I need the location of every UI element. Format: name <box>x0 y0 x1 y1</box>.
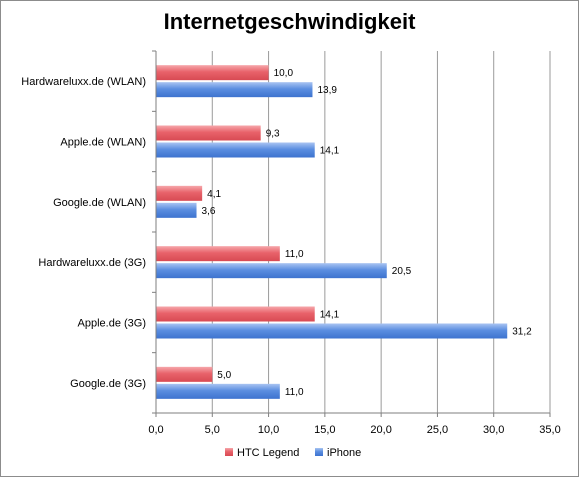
x-tick-label-6: 30,0 <box>483 424 504 436</box>
data-label-htc-legend-apple-de-wlan: 9,3 <box>266 129 280 140</box>
bar-htc-legend-apple-de-3g <box>156 306 315 322</box>
axes <box>152 50 551 417</box>
data-label-iphone-apple-de-3g: 31,2 <box>512 327 532 338</box>
bar-iphone-google-de-wlan <box>156 202 197 218</box>
bar-htc-legend-google-de-wlan <box>156 185 203 201</box>
bar-iphone-hardwareluxx-de-3g <box>156 263 387 279</box>
legend: HTC Legend iPhone <box>225 447 361 459</box>
data-label-htc-legend-apple-de-3g: 14,1 <box>320 310 340 321</box>
data-label-iphone-hardwareluxx-de-wlan: 13,9 <box>317 85 337 96</box>
data-label-iphone-hardwareluxx-de-3g: 20,5 <box>392 266 412 277</box>
data-label-iphone-google-de-wlan: 3,6 <box>202 206 216 217</box>
legend-swatch-iphone <box>315 448 323 456</box>
category-label-apple-de-wlan: Apple.de (WLAN) <box>60 137 146 149</box>
data-label-iphone-google-de-3g: 11,0 <box>285 387 304 398</box>
bar-htc-legend-hardwareluxx-de-wlan <box>156 65 269 81</box>
bar-iphone-apple-de-wlan <box>156 142 315 158</box>
labels: 0,0 5,0 10,0 15,0 20,0 25,0 30,0 35,0 Hardwarelu… <box>21 68 560 436</box>
gridlines <box>211 51 551 413</box>
bar-htc-legend-apple-de-wlan <box>156 125 261 141</box>
x-tick-label-2: 10,0 <box>258 424 279 436</box>
category-label-apple-de-3g: Apple.de (3G) <box>78 318 146 330</box>
chart-title: Internetgeschwindigkeit <box>163 9 416 34</box>
x-tick-label-3: 15,0 <box>314 424 335 436</box>
data-label-htc-legend-hardwareluxx-de-3g: 11,0 <box>285 249 304 260</box>
legend-swatch-htc-legend <box>225 448 233 456</box>
x-tick-label-5: 25,0 <box>427 424 448 436</box>
bar-iphone-apple-de-3g <box>156 323 508 339</box>
legend-label-htc-legend: HTC Legend <box>237 447 299 459</box>
data-label-htc-legend-hardwareluxx-de-wlan: 10,0 <box>274 68 294 79</box>
category-label-hardwareluxx-de-3g: Hardwareluxx.de (3G) <box>38 257 146 269</box>
category-label-hardwareluxx-de-wlan: Hardwareluxx.de (WLAN) <box>21 76 146 88</box>
x-tick-label-1: 5,0 <box>205 424 220 436</box>
data-label-htc-legend-google-de-wlan: 4,1 <box>207 189 221 200</box>
bars <box>156 65 508 399</box>
x-tick-label-0: 0,0 <box>148 424 163 436</box>
x-tick-label-4: 20,0 <box>370 424 391 436</box>
bar-iphone-hardwareluxx-de-wlan <box>156 82 313 98</box>
bar-htc-legend-hardwareluxx-de-3g <box>156 246 280 262</box>
legend-label-iphone: iPhone <box>327 447 361 459</box>
data-label-htc-legend-google-de-3g: 5,0 <box>217 370 231 381</box>
x-tick-label-7: 35,0 <box>539 424 560 436</box>
category-label-google-de-wlan: Google.de (WLAN) <box>53 197 146 209</box>
bar-iphone-google-de-3g <box>156 383 280 399</box>
data-label-iphone-apple-de-wlan: 14,1 <box>320 146 340 157</box>
bar-htc-legend-google-de-3g <box>156 366 213 382</box>
category-label-google-de-3g: Google.de (3G) <box>70 378 146 390</box>
